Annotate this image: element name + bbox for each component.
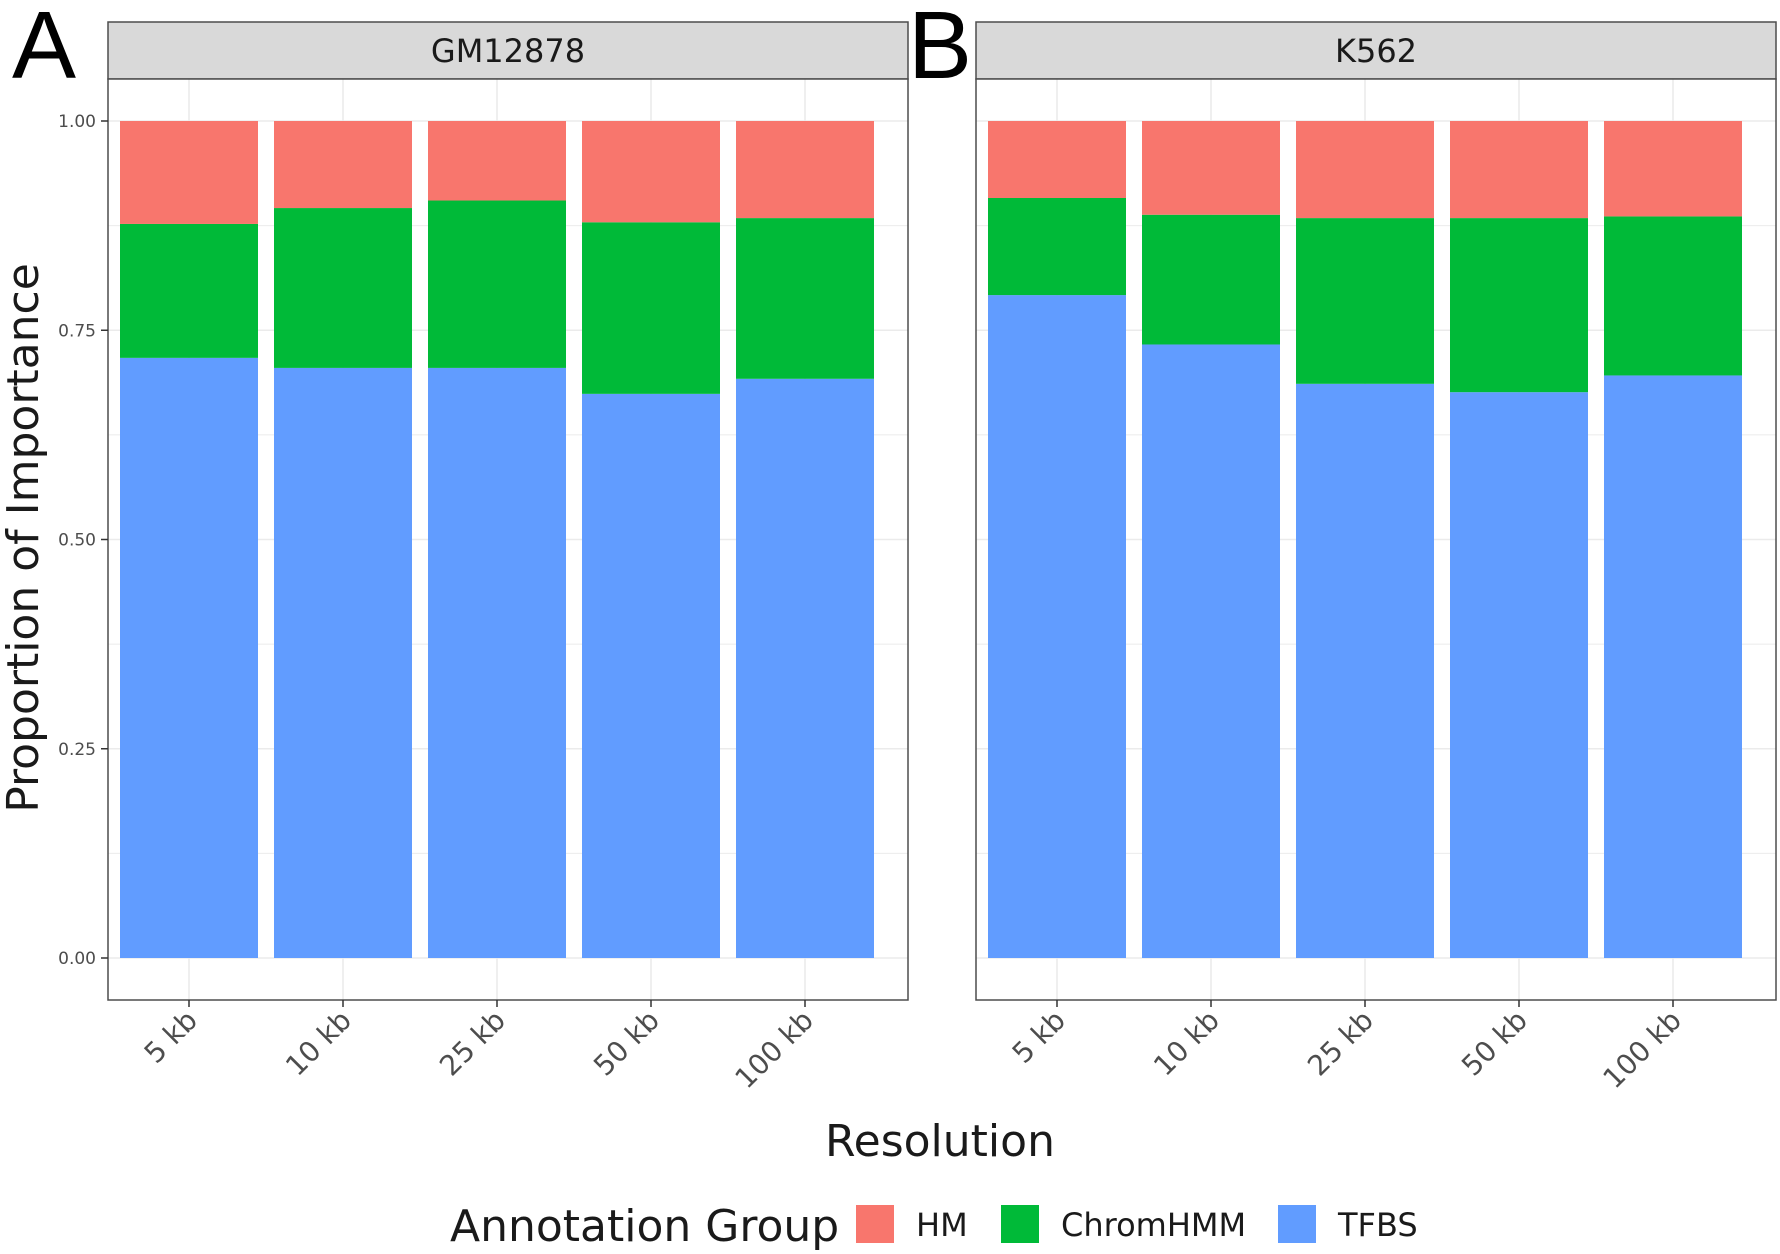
bar-segment-chromhmm (988, 198, 1126, 296)
bar-segment-tfbs (1296, 383, 1434, 958)
bar-segment-chromhmm (1450, 218, 1588, 393)
facet-panels: A GM12878 5 kb 10 kb 25 kb 50 kb 100 kb 0.00 0.2… (12, 0, 1777, 1095)
legend-label: TFBS (1337, 1206, 1418, 1244)
x-tick-label: 50 kb (587, 1004, 666, 1083)
y-tick-label: 1.00 (58, 112, 96, 132)
bar-segment-tfbs (1604, 375, 1742, 958)
x-tick-label: 25 kb (433, 1004, 512, 1083)
x-tick-label: 50 kb (1455, 1004, 1534, 1083)
legend: Annotation Group HM ChromHMM TFBS (450, 1201, 1418, 1252)
bar-segment-chromhmm (1296, 218, 1434, 384)
bar-segment-chromhmm (274, 208, 412, 368)
bar-segment-chromhmm (428, 200, 566, 368)
bar-segment-tfbs (988, 295, 1126, 958)
facet-strip (107, 21, 909, 80)
facet-strip (975, 21, 1777, 80)
legend-key-tfbs (1278, 1205, 1316, 1243)
bar-segment-chromhmm (582, 222, 720, 394)
bar-segment-hm (988, 121, 1126, 199)
panel-gm12878: A GM12878 5 kb 10 kb 25 kb 50 kb 100 kb 0.00 0.2… (12, 0, 909, 1095)
x-tick-label: 100 kb (728, 1004, 819, 1095)
x-tick-label: 25 kb (1301, 1004, 1380, 1083)
x-tick-label: 100 kb (1596, 1004, 1687, 1095)
bar-segment-tfbs (1450, 392, 1588, 958)
bar-segment-hm (736, 121, 874, 219)
panel-letter: A (12, 0, 76, 99)
x-tick-label: 5 kb (1006, 1004, 1072, 1070)
bar-segment-chromhmm (1142, 214, 1280, 345)
x-axis-title: Resolution (825, 1116, 1055, 1167)
panel-k562: B K562 5 kb 10 kb 25 kb 50 kb 100 kb (908, 0, 1777, 1095)
bar-segment-tfbs (428, 367, 566, 958)
x-tick-label: 5 kb (138, 1004, 204, 1070)
bar-segment-tfbs (582, 393, 720, 958)
legend-label: HM (916, 1206, 968, 1244)
y-tick-label: 0.75 (58, 321, 96, 341)
legend-key-chromhmm (1001, 1205, 1039, 1243)
facet-strip-label: GM12878 (431, 32, 585, 70)
bar-segment-hm (582, 121, 720, 223)
panel-border (975, 78, 1777, 1001)
bar-segment-tfbs (736, 378, 874, 958)
bar-segment-hm (1604, 121, 1742, 217)
y-tick-label: 0.50 (58, 531, 96, 551)
bar-segment-chromhmm (1604, 216, 1742, 376)
y-tick-label: 0.00 (58, 949, 96, 969)
bar-segment-tfbs (1142, 344, 1280, 958)
y-axis-title: Proportion of Importance (0, 263, 49, 813)
bar-segment-chromhmm (736, 218, 874, 379)
legend-label: ChromHMM (1061, 1206, 1246, 1244)
bar-segment-hm (1450, 121, 1588, 219)
bar-segment-hm (1142, 121, 1280, 215)
x-tick-label: 10 kb (279, 1004, 358, 1083)
bar-segment-tfbs (274, 367, 412, 958)
bar-segment-tfbs (120, 357, 258, 959)
facet-strip-label: K562 (1335, 32, 1417, 70)
bar-segment-hm (428, 121, 566, 201)
x-tick-label: 10 kb (1147, 1004, 1226, 1083)
legend-title: Annotation Group (450, 1201, 839, 1252)
bar-segment-hm (274, 121, 412, 209)
bar-segment-hm (1296, 121, 1434, 219)
y-tick-label: 0.25 (58, 740, 96, 760)
bar-segment-chromhmm (120, 223, 258, 358)
panel-letter: B (908, 0, 972, 99)
legend-key-hm (856, 1205, 894, 1243)
bar-segment-hm (120, 121, 258, 224)
